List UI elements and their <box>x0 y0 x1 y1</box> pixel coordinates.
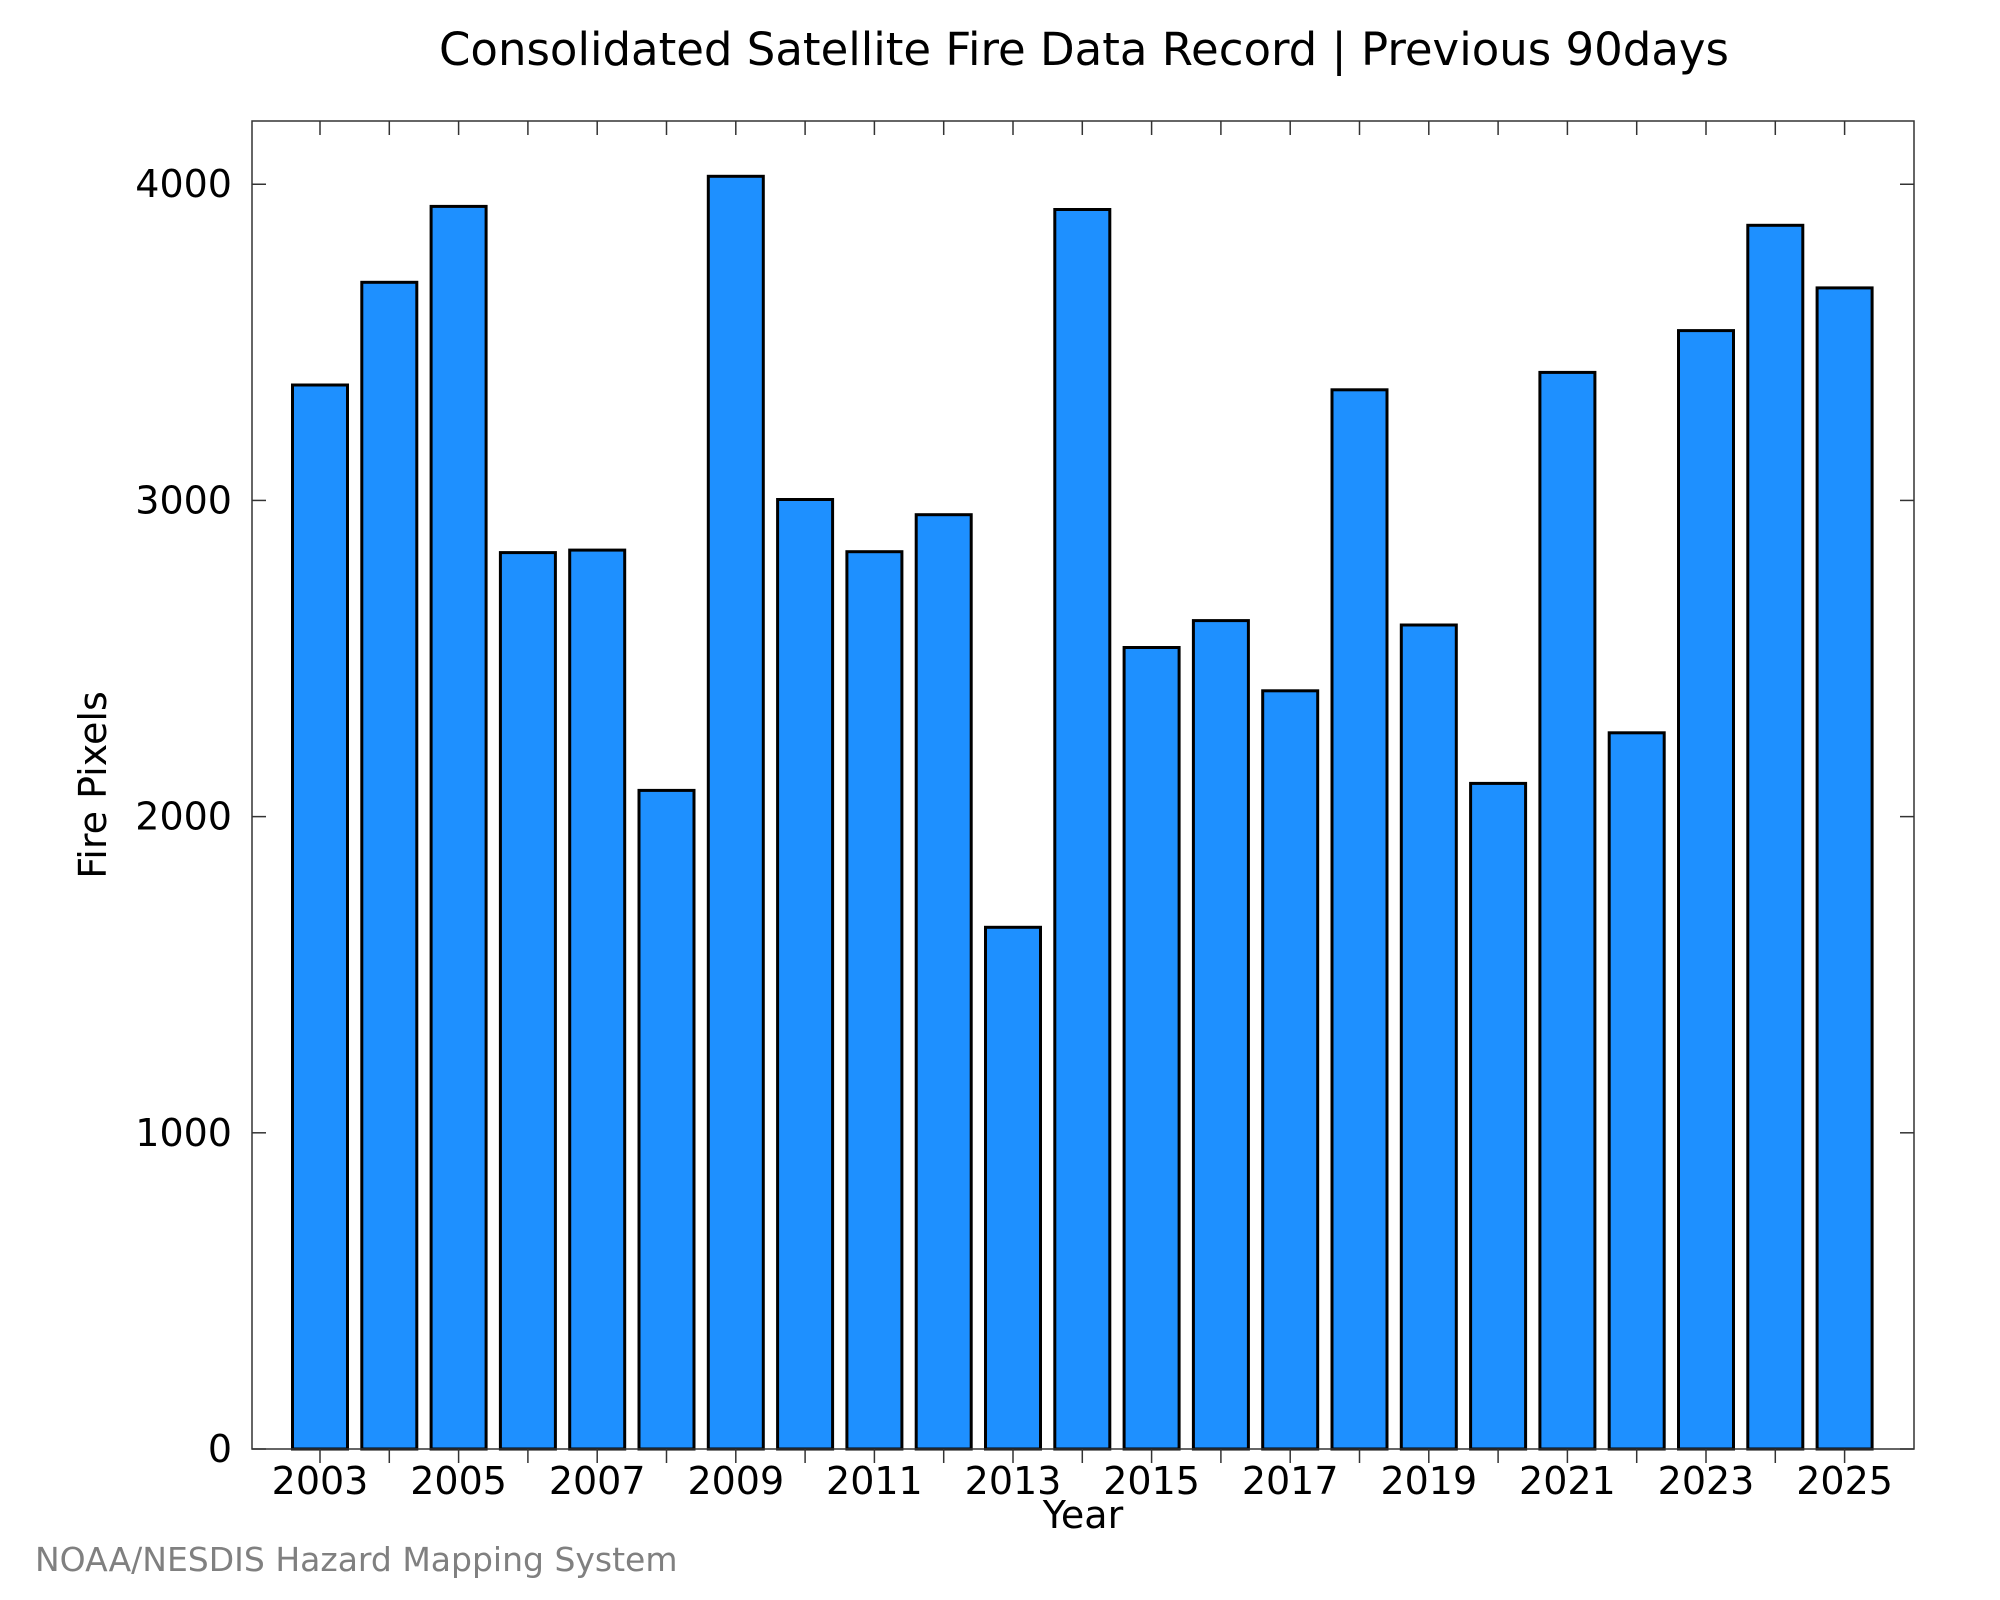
bar-2006 <box>498 551 557 1451</box>
bar-2016 <box>1191 619 1250 1451</box>
bar-2018 <box>1330 388 1389 1451</box>
axis-ticks-group: 0 1000 2000 3000 4000 2003 2005 2007 2009 2011 201… <box>135 121 1914 1503</box>
x-tick-label-2015: 2015 <box>1103 1459 1200 1503</box>
x-tick-label-2007: 2007 <box>549 1459 646 1503</box>
x-tick-label-2011: 2011 <box>826 1459 923 1503</box>
bar-2020 <box>1469 781 1528 1451</box>
y-tick-label-3000: 3000 <box>135 478 232 522</box>
x-tick-label-2013: 2013 <box>965 1459 1062 1503</box>
bar-2023 <box>1677 329 1735 1451</box>
y-tick-label-0: 0 <box>208 1427 232 1471</box>
x-tick-label-2005: 2005 <box>410 1459 507 1503</box>
bar-2019 <box>1399 623 1458 1451</box>
chart-title: Consolidated Satellite Fire Data Record … <box>439 23 1729 76</box>
bar-2012 <box>914 513 973 1451</box>
bar-2007 <box>568 548 627 1451</box>
x-tick-label-2017: 2017 <box>1242 1459 1339 1503</box>
bar-2025 <box>1815 286 1874 1451</box>
credit-text: NOAA/NESDIS Hazard Mapping System <box>35 1540 678 1579</box>
bar-2011 <box>845 550 904 1451</box>
bar-2022 <box>1607 731 1666 1451</box>
x-tick-label-2009: 2009 <box>687 1459 784 1503</box>
x-tick-label-2023: 2023 <box>1658 1459 1755 1503</box>
y-tick-label-4000: 4000 <box>135 162 232 206</box>
bar-2008 <box>637 788 696 1451</box>
bar-2004 <box>360 280 419 1451</box>
y-axis-label: Fire Pixels <box>71 691 115 879</box>
bar-2003 <box>291 383 349 1451</box>
bar-2005 <box>429 204 488 1451</box>
bar-2013 <box>984 925 1042 1451</box>
y-tick-label-2000: 2000 <box>135 795 232 839</box>
y-tick-label-1000: 1000 <box>135 1111 232 1155</box>
x-tick-label-2003: 2003 <box>272 1459 369 1503</box>
bar-2009 <box>706 174 765 1451</box>
bars-group <box>291 174 1874 1451</box>
x-axis-label: Year <box>1042 1493 1124 1537</box>
x-tick-label-2025: 2025 <box>1796 1459 1893 1503</box>
x-tick-label-2019: 2019 <box>1380 1459 1477 1503</box>
bar-2021 <box>1538 370 1597 1451</box>
bar-2014 <box>1053 208 1112 1451</box>
bar-2017 <box>1261 689 1320 1451</box>
bar-2015 <box>1122 646 1181 1451</box>
bar-2024 <box>1746 223 1805 1451</box>
bar-2010 <box>776 498 835 1451</box>
x-tick-label-2021: 2021 <box>1519 1459 1616 1503</box>
